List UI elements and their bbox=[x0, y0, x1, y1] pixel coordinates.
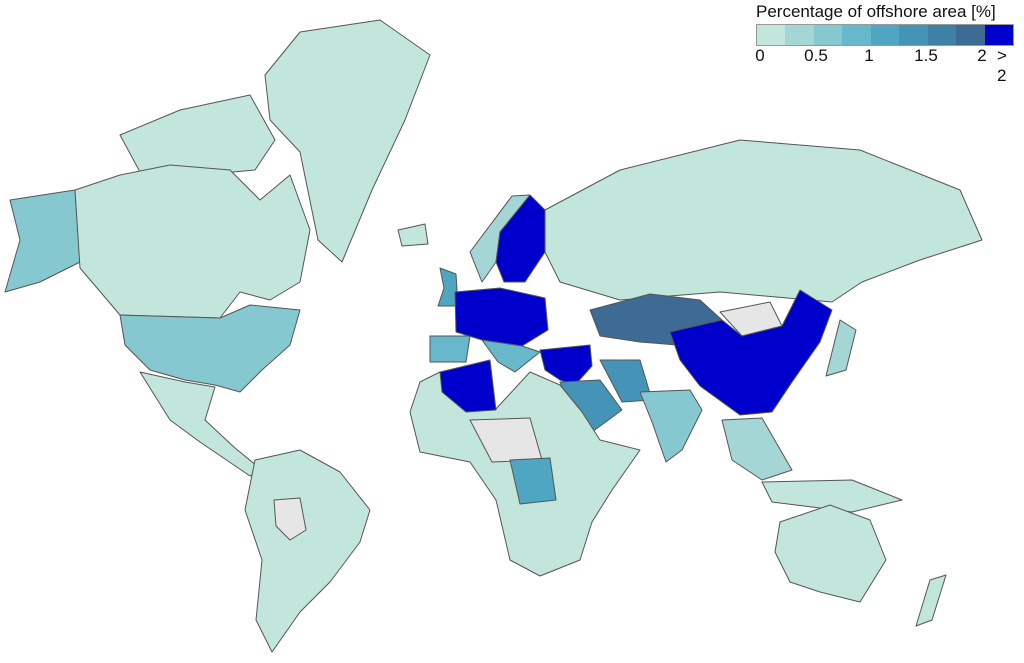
legend-swatch bbox=[899, 25, 928, 45]
region-south-america bbox=[244, 449, 371, 653]
region-western-central-europe bbox=[454, 287, 549, 347]
region-canada bbox=[74, 164, 311, 319]
legend-tick: 2 bbox=[977, 46, 987, 65]
region-southeast-asia bbox=[721, 417, 793, 481]
legend-swatch bbox=[842, 25, 871, 45]
region-usa bbox=[119, 304, 301, 393]
region-china bbox=[669, 289, 833, 416]
legend-tick: 0 bbox=[755, 46, 765, 65]
region-algeria bbox=[439, 359, 497, 413]
region-arctic-islands bbox=[119, 94, 276, 176]
legend-swatch bbox=[984, 25, 1013, 45]
region-italy-balkans bbox=[481, 339, 541, 373]
legend-swatch bbox=[927, 25, 957, 45]
region-new-zealand bbox=[915, 574, 947, 627]
legend-tick: 1 bbox=[864, 46, 874, 65]
region-greenland bbox=[264, 19, 431, 263]
legend-tick: > 2 bbox=[997, 46, 1007, 85]
legend-swatch bbox=[757, 25, 786, 45]
region-indonesia bbox=[761, 479, 903, 513]
region-turkey-levant bbox=[539, 344, 593, 386]
legend-tick: 1.5 bbox=[914, 46, 938, 65]
legend-swatch bbox=[813, 25, 843, 45]
region-congo bbox=[509, 457, 557, 505]
legend-swatch bbox=[785, 25, 814, 45]
legend-swatch bbox=[870, 25, 900, 45]
region-alaska bbox=[4, 189, 81, 293]
legend-tick: 0.5 bbox=[804, 46, 828, 65]
region-india bbox=[639, 389, 703, 463]
region-australia bbox=[774, 504, 887, 603]
region-bolivia-paraguay bbox=[273, 497, 307, 541]
legend-color-bar bbox=[756, 24, 1014, 46]
legend-swatch bbox=[956, 25, 985, 45]
region-mexico-central-america bbox=[139, 371, 263, 477]
region-uk bbox=[437, 267, 459, 307]
region-iceland bbox=[397, 223, 429, 247]
region-japan bbox=[825, 319, 857, 377]
region-iberia bbox=[429, 335, 471, 363]
legend-ticks: 0 0.5 1 1.5 2 > 2 bbox=[755, 46, 1018, 85]
legend-title: Percentage of offshore area [%] bbox=[756, 2, 996, 21]
legend: Percentage of offshore area [%] 0 0.5 1 … bbox=[755, 2, 1018, 85]
region-russia bbox=[544, 139, 983, 303]
